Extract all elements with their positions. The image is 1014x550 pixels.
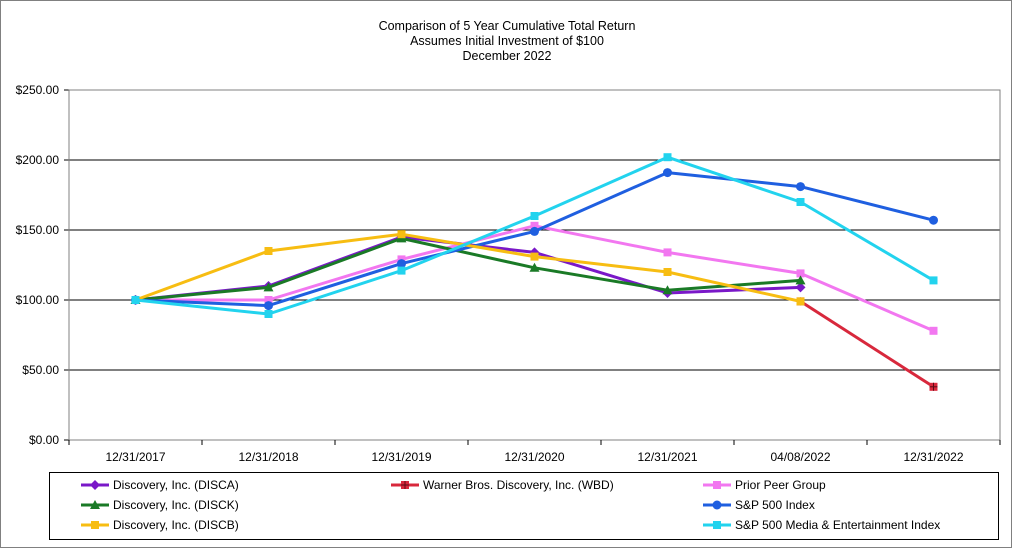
legend-label: Discovery, Inc. (DISCK) [113, 498, 239, 512]
legend-label: Discovery, Inc. (DISCB) [113, 518, 239, 532]
data-point [929, 215, 938, 225]
series-line [135, 224, 935, 333]
data-point [397, 266, 406, 275]
legend-item: Warner Bros. Discovery, Inc. (WBD) [390, 475, 614, 495]
legend-item: Discovery, Inc. (DISCK) [80, 495, 239, 515]
y-tick-label: $50.00 [22, 363, 59, 377]
y-tick-label: $150.00 [16, 223, 60, 237]
line-chart: $0.00 $50.00 $100.00 $150.00 $200.00 $250.00 1… [16, 83, 1001, 464]
legend-swatch-marker [90, 480, 100, 490]
data-point [264, 247, 273, 255]
legend-swatch-marker [712, 500, 722, 510]
series-line [135, 236, 801, 302]
legend-label: Discovery, Inc. (DISCA) [113, 478, 239, 492]
data-point [663, 153, 672, 162]
chart-legend: Discovery, Inc. (DISCA) Warner Bros. Disc… [49, 472, 999, 540]
data-point [929, 382, 938, 391]
data-point [796, 182, 805, 192]
plot-area [68, 89, 1001, 441]
x-tick-label: 12/31/2020 [504, 450, 564, 464]
series-line [799, 300, 935, 389]
y-tick-label: $200.00 [16, 153, 60, 167]
legend-item: Discovery, Inc. (DISCB) [80, 515, 239, 535]
legend-label: S&P 500 Media & Entertainment Index [735, 518, 941, 532]
legend-swatch [391, 481, 419, 489]
data-point [929, 326, 938, 335]
legend-swatch-marker [90, 500, 100, 509]
data-point [663, 248, 672, 257]
data-point [530, 212, 539, 220]
data-point [530, 252, 539, 261]
legend-label: Prior Peer Group [735, 478, 826, 492]
data-point [264, 296, 273, 304]
chart-title-line-2: Assumes Initial Investment of $100 [410, 34, 604, 48]
legend-swatch [703, 521, 731, 529]
data-point [663, 268, 672, 276]
data-point [662, 285, 673, 295]
legend-swatch [703, 481, 731, 489]
data-point [131, 296, 140, 304]
legend-swatch-marker [91, 521, 99, 529]
legend-swatch [81, 480, 109, 490]
series-6 [131, 153, 938, 318]
x-tick-label: 12/31/2019 [371, 450, 431, 464]
data-point [663, 168, 672, 178]
legend-swatch-marker [401, 481, 409, 489]
data-point [397, 259, 406, 269]
legend-swatch [81, 500, 109, 509]
data-point [264, 310, 273, 318]
data-point [397, 230, 406, 239]
x-tick-label: 12/31/2018 [238, 450, 298, 464]
data-point [530, 221, 539, 230]
legend-label: Warner Bros. Discovery, Inc. (WBD) [423, 478, 614, 492]
x-tick-label: 12/31/2017 [105, 450, 165, 464]
data-point [796, 198, 805, 206]
chart-title-line-1: Comparison of 5 Year Cumulative Total Re… [378, 19, 636, 33]
series-4 [131, 168, 938, 311]
y-tick-label: $250.00 [16, 83, 60, 97]
data-point [263, 282, 274, 292]
series-2 [131, 221, 938, 335]
data-point [795, 282, 806, 293]
x-tick-label: 04/08/2022 [770, 450, 830, 464]
legend-label: S&P 500 Index [735, 498, 815, 512]
series-line [134, 232, 801, 303]
legend-item: Discovery, Inc. (DISCA) [80, 475, 239, 495]
data-point [264, 301, 273, 311]
x-tick-label: 12/31/2022 [903, 450, 963, 464]
legend-swatch-marker [713, 481, 721, 489]
y-tick-label: $100.00 [16, 293, 60, 307]
data-point [796, 269, 805, 278]
data-point [796, 297, 805, 306]
legend-swatch [81, 521, 109, 529]
data-point [795, 275, 806, 285]
legend-item: Prior Peer Group [702, 475, 826, 495]
legend-item: S&P 500 Media & Entertainment Index [702, 515, 940, 535]
legend-swatch [703, 500, 731, 510]
chart-title-line-3: December 2022 [462, 49, 552, 63]
data-point [529, 262, 540, 272]
series-1 [796, 297, 938, 391]
series-line [135, 171, 934, 308]
x-tick-label: 12/31/2021 [637, 450, 697, 464]
legend-item: S&P 500 Index [702, 495, 815, 515]
data-point [530, 226, 539, 236]
y-tick-label: $0.00 [29, 433, 59, 447]
legend-swatch-marker [713, 521, 721, 529]
data-point [929, 276, 938, 285]
